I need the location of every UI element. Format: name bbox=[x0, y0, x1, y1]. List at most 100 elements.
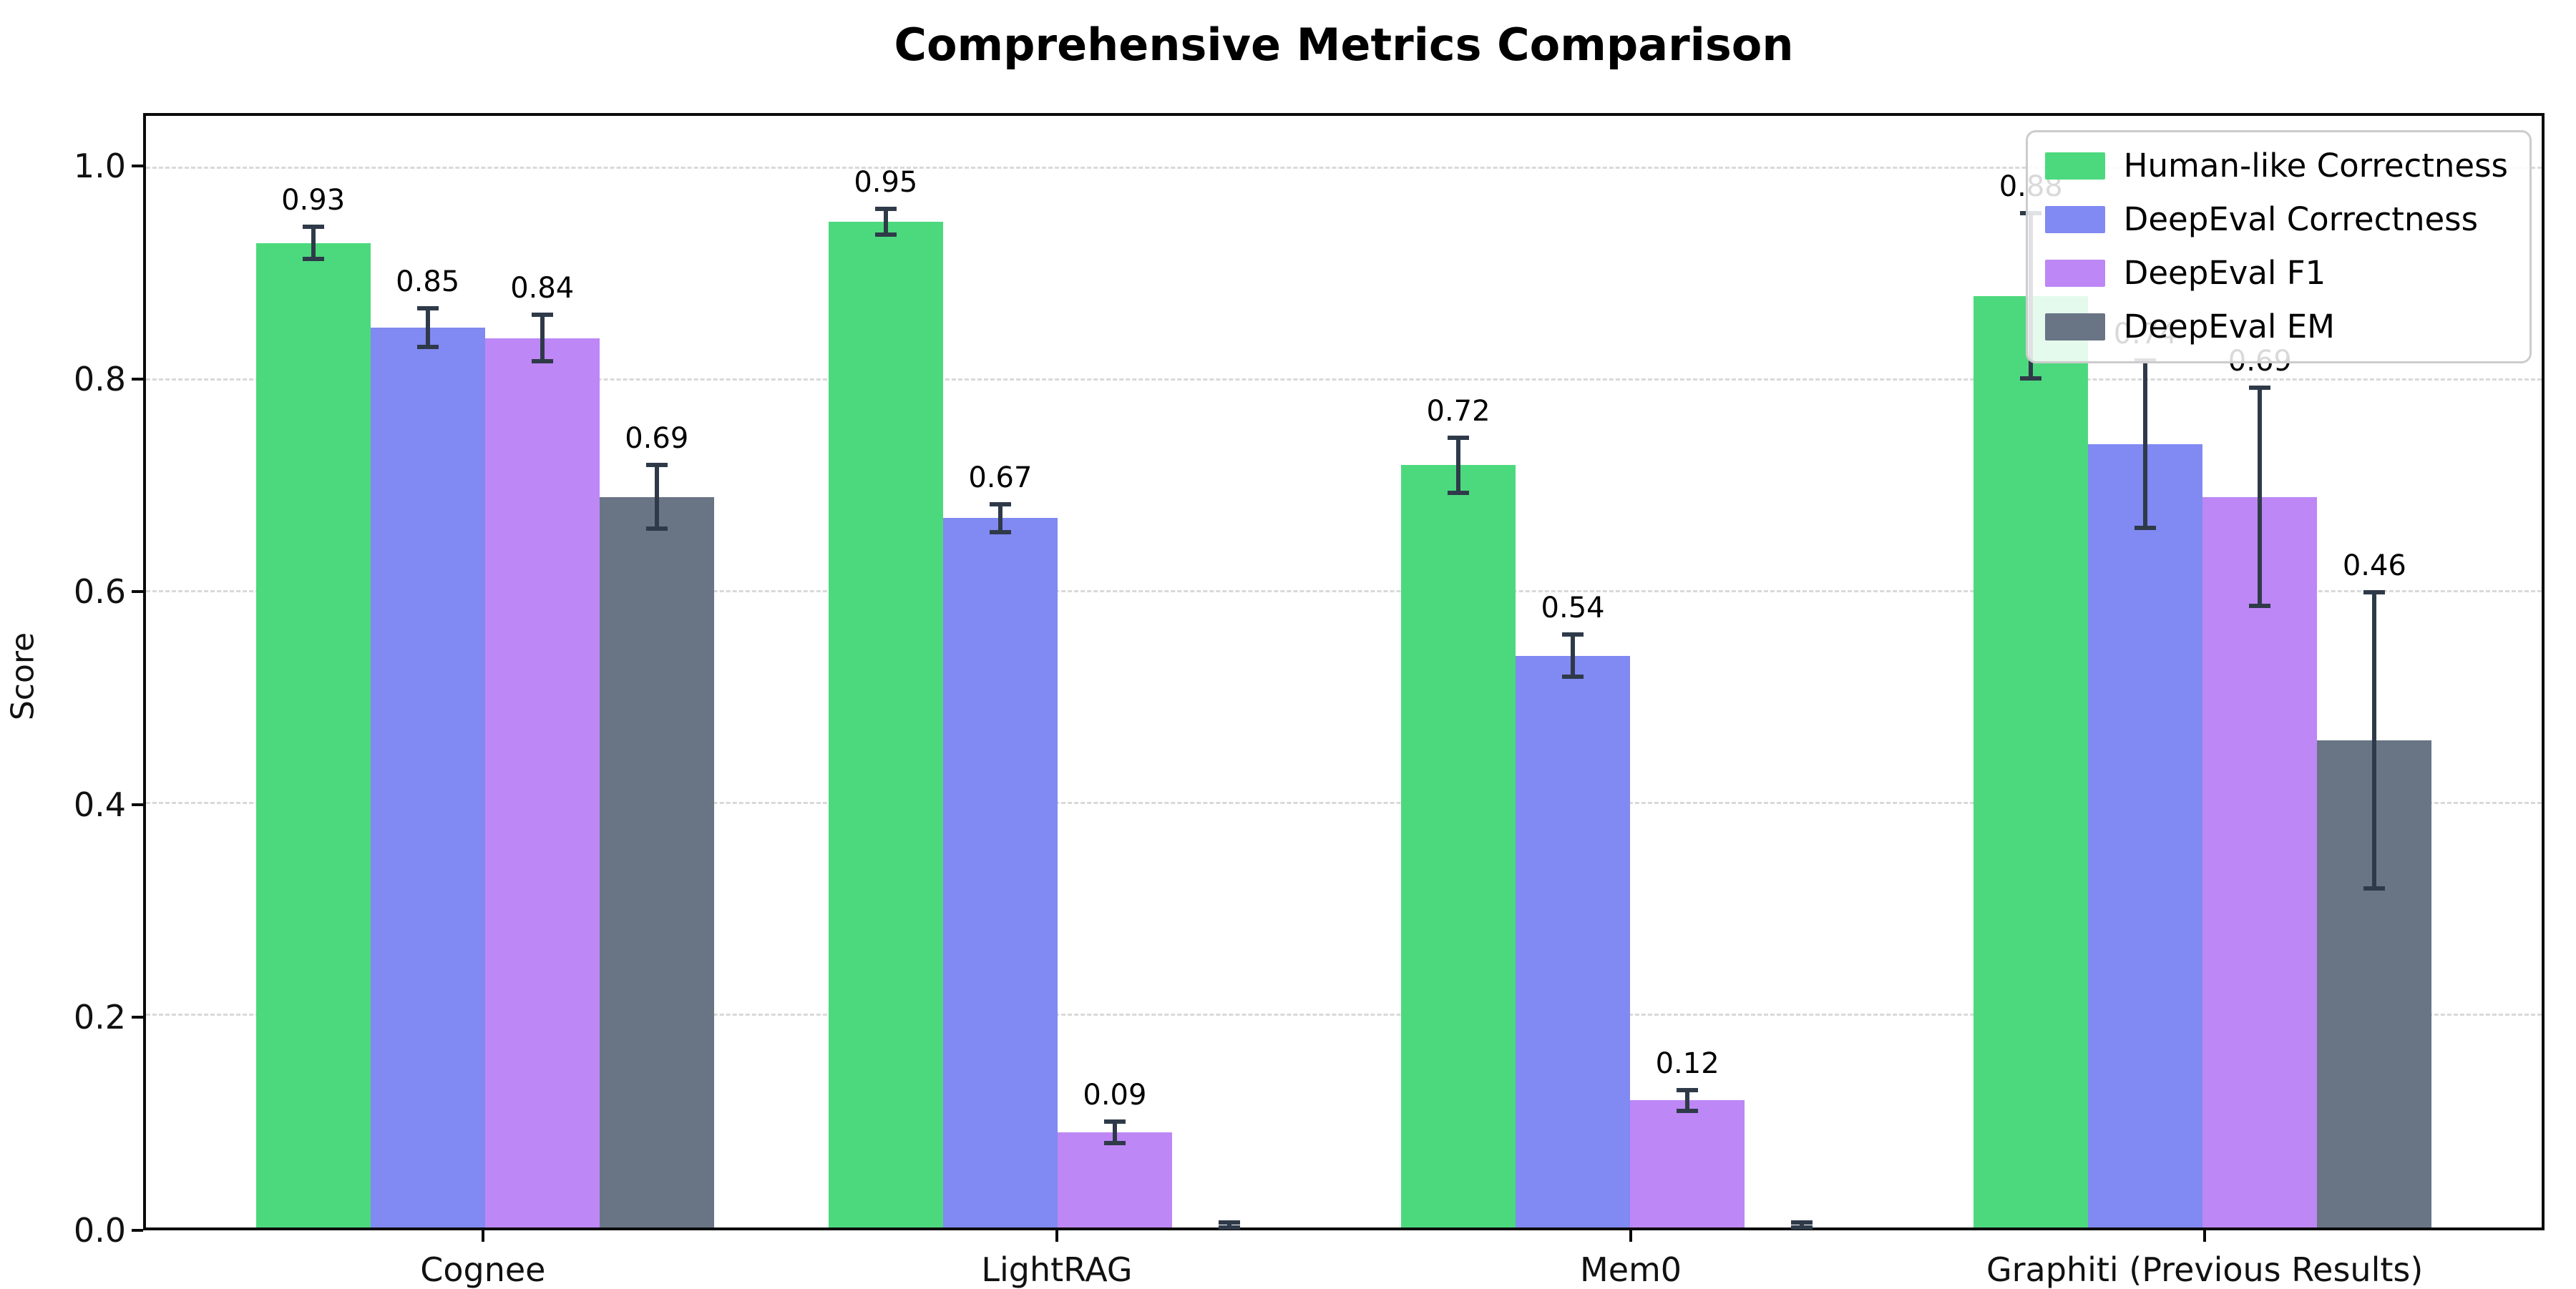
value-label: 0.84 bbox=[510, 272, 575, 305]
value-label: 0.46 bbox=[2342, 549, 2406, 583]
error-bar-cap bbox=[1218, 1225, 1240, 1230]
error-bar-cap bbox=[1103, 1119, 1126, 1124]
error-bar bbox=[2258, 388, 2263, 607]
value-label: 0.12 bbox=[1655, 1047, 1719, 1080]
y-tick bbox=[132, 590, 143, 594]
y-tick bbox=[132, 1016, 143, 1019]
error-bar-cap bbox=[989, 529, 1011, 534]
bar bbox=[2202, 496, 2318, 1227]
error-bar bbox=[540, 315, 545, 362]
error-bar-cap bbox=[1448, 490, 1470, 495]
bar bbox=[1974, 295, 2089, 1227]
error-bar-cap bbox=[302, 225, 324, 230]
bar bbox=[1057, 1132, 1172, 1227]
error-bar-cap bbox=[1791, 1220, 1813, 1225]
error-bar-cap bbox=[2363, 590, 2386, 595]
error-bar-cap bbox=[874, 207, 897, 212]
x-tick bbox=[481, 1230, 484, 1242]
legend-label: DeepEval F1 bbox=[2123, 254, 2326, 292]
error-bar bbox=[997, 504, 1002, 532]
x-tick-label: Cognee bbox=[420, 1250, 546, 1289]
bar bbox=[828, 222, 943, 1227]
error-bar-cap bbox=[416, 306, 439, 311]
error-bar-cap bbox=[1103, 1140, 1126, 1145]
error-bar-cap bbox=[531, 313, 553, 318]
plot-area: 0.930.950.720.880.850.670.540.740.840.09… bbox=[143, 113, 2545, 1230]
error-bar bbox=[2372, 592, 2377, 889]
bar bbox=[942, 518, 1058, 1227]
grid-line bbox=[146, 378, 2542, 381]
error-bar-cap bbox=[2249, 386, 2271, 391]
y-tick-label: 1.0 bbox=[73, 147, 126, 186]
y-tick-label: 0.8 bbox=[73, 359, 126, 398]
bar bbox=[255, 242, 371, 1227]
error-bar bbox=[2143, 360, 2148, 528]
error-bar-cap bbox=[645, 526, 668, 531]
error-bar bbox=[1226, 1222, 1231, 1227]
bar bbox=[484, 338, 600, 1227]
y-tick-label: 0.0 bbox=[73, 1211, 126, 1250]
y-tick bbox=[132, 1229, 143, 1232]
legend: Human-like Correctness DeepEval Correctne… bbox=[2025, 130, 2532, 363]
legend-item: DeepEval EM bbox=[2044, 308, 2508, 345]
bar bbox=[1516, 655, 1631, 1227]
legend-label: Human-like Correctness bbox=[2123, 147, 2508, 185]
grid-line bbox=[146, 802, 2542, 804]
y-tick-label: 0.4 bbox=[73, 785, 126, 824]
grid-line bbox=[146, 167, 2542, 169]
y-tick-label: 0.2 bbox=[73, 998, 126, 1037]
error-bar bbox=[883, 209, 888, 235]
x-tick bbox=[1629, 1230, 1633, 1242]
legend-label: DeepEval EM bbox=[2123, 308, 2335, 345]
value-label: 0.72 bbox=[1426, 394, 1491, 428]
error-bar-cap bbox=[645, 463, 668, 468]
error-bar bbox=[425, 308, 430, 347]
error-bar bbox=[1112, 1122, 1117, 1143]
error-bar-cap bbox=[1791, 1225, 1813, 1230]
error-bar-cap bbox=[1677, 1109, 1699, 1114]
error-bar-cap bbox=[1562, 632, 1584, 637]
value-label: 0.93 bbox=[281, 184, 346, 217]
x-tick-label: Mem0 bbox=[1580, 1250, 1682, 1289]
legend-swatch bbox=[2044, 205, 2105, 233]
x-tick-label: Graphiti (Previous Results) bbox=[1986, 1250, 2424, 1289]
x-tick bbox=[1055, 1230, 1058, 1242]
y-tick bbox=[132, 165, 143, 168]
error-bar-cap bbox=[874, 232, 897, 237]
error-bar-cap bbox=[1677, 1087, 1699, 1092]
error-bar bbox=[1800, 1222, 1805, 1227]
error-bar-cap bbox=[531, 359, 553, 364]
legend-item: DeepEval Correctness bbox=[2044, 200, 2508, 238]
value-label: 0.95 bbox=[854, 166, 918, 200]
error-bar-cap bbox=[1448, 435, 1470, 440]
value-label: 0.67 bbox=[968, 461, 1033, 495]
error-bar-cap bbox=[2249, 604, 2271, 609]
bar bbox=[1630, 1100, 1745, 1227]
error-bar bbox=[1571, 634, 1576, 677]
bar-layer: 0.930.950.720.880.850.670.540.740.840.09… bbox=[146, 116, 2542, 1230]
y-tick-label: 0.6 bbox=[73, 572, 126, 612]
value-label: 0.09 bbox=[1083, 1079, 1147, 1112]
error-bar bbox=[311, 227, 316, 259]
error-bar-cap bbox=[989, 502, 1011, 507]
error-bar-cap bbox=[302, 256, 324, 261]
grid-line bbox=[146, 1014, 2542, 1016]
error-bar-cap bbox=[2135, 525, 2157, 530]
legend-label: DeepEval Correctness bbox=[2123, 200, 2479, 238]
legend-item: Human-like Correctness bbox=[2044, 147, 2508, 185]
y-axis-label: Score bbox=[4, 632, 42, 721]
value-label: 0.85 bbox=[396, 265, 460, 299]
bar bbox=[370, 328, 485, 1227]
value-label: 0.54 bbox=[1541, 592, 1605, 625]
error-bar-cap bbox=[1562, 675, 1584, 680]
y-tick bbox=[132, 803, 143, 806]
error-bar bbox=[1456, 437, 1461, 493]
error-bar-cap bbox=[2363, 886, 2386, 891]
error-bar-cap bbox=[416, 344, 439, 349]
x-tick-label: LightRAG bbox=[981, 1250, 1133, 1289]
legend-swatch bbox=[2044, 313, 2105, 340]
value-label: 0.69 bbox=[625, 422, 689, 456]
bar bbox=[1401, 465, 1516, 1227]
bar bbox=[599, 496, 714, 1227]
